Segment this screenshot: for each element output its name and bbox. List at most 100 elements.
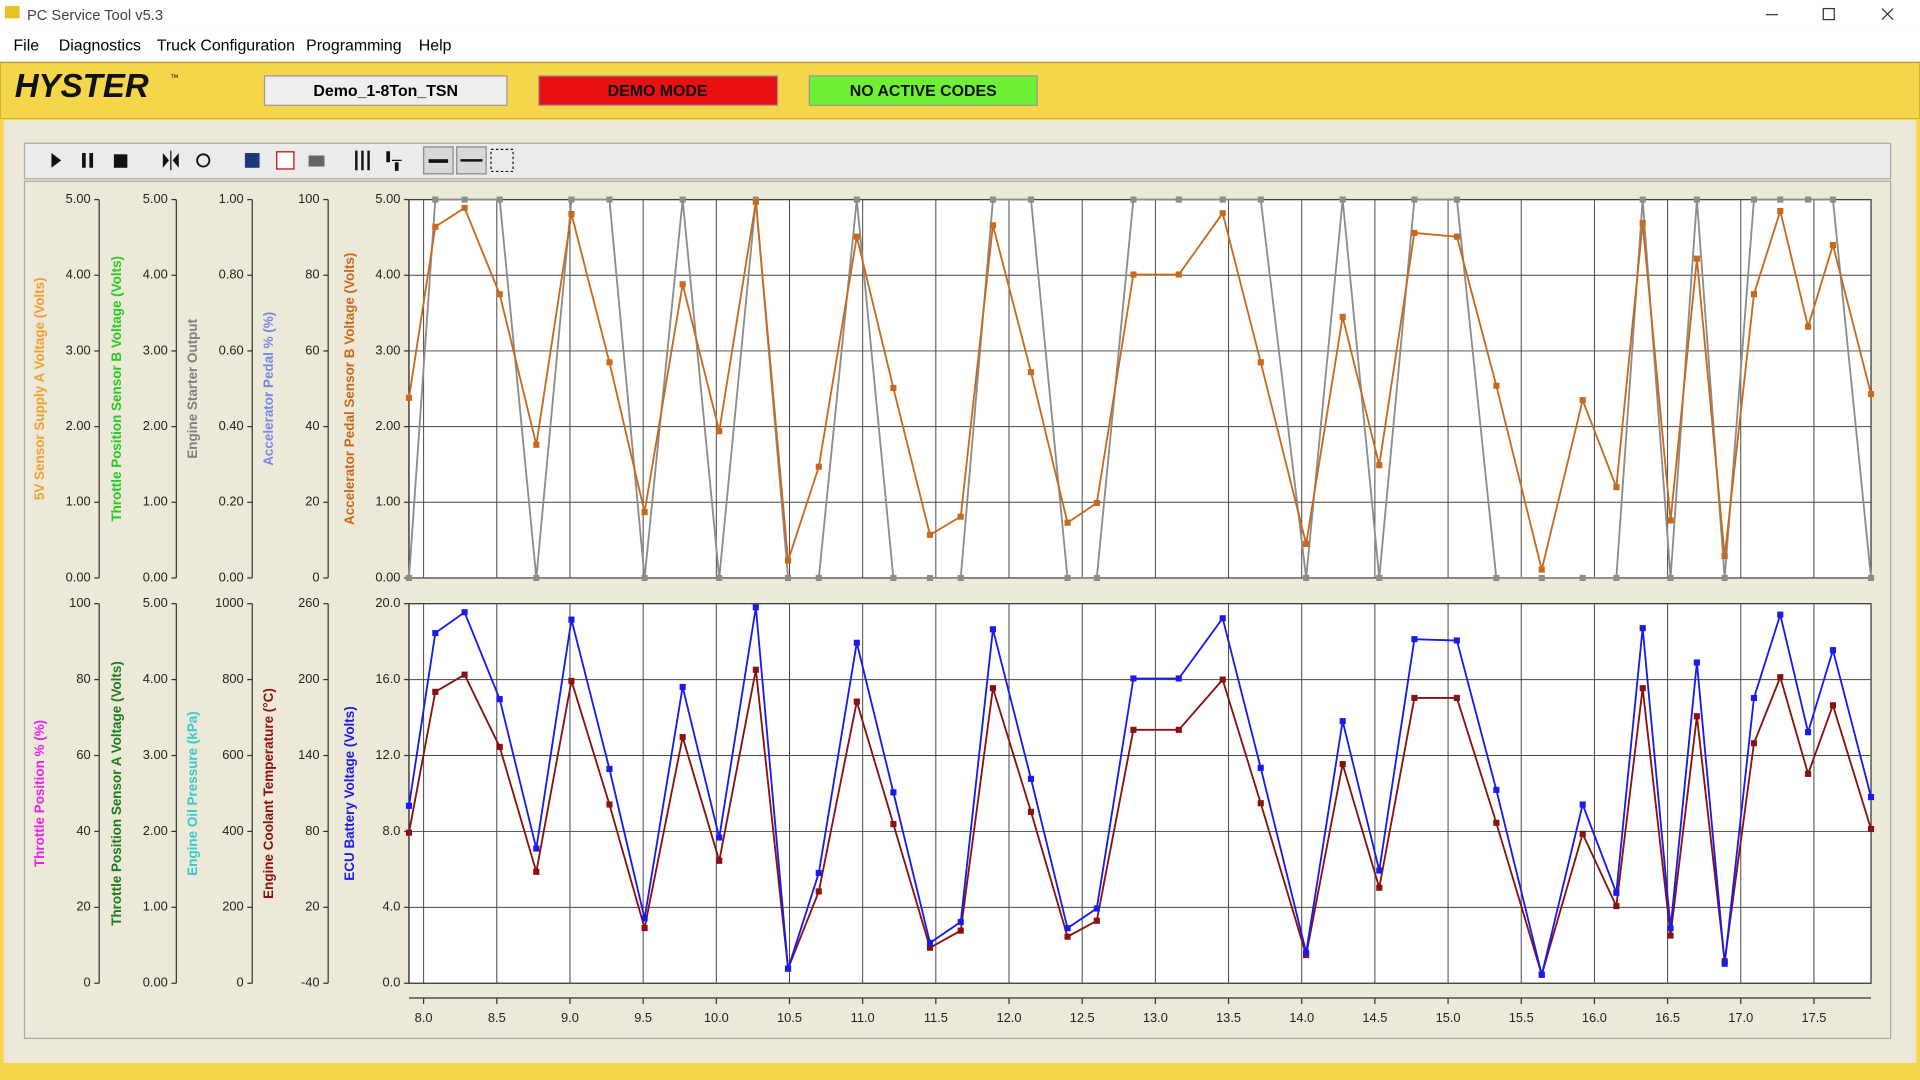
- data-point: [1064, 519, 1071, 526]
- fraction-button[interactable]: [386, 151, 402, 171]
- restore-button[interactable]: [1822, 7, 1835, 21]
- y-tick-label: 1.00: [143, 494, 168, 509]
- data-point: [1579, 574, 1586, 582]
- data-point: [405, 574, 413, 582]
- data-point: [1339, 718, 1346, 725]
- menu-item[interactable]: File: [13, 38, 39, 55]
- y-tick-label: 20: [76, 899, 90, 914]
- y-tick-label: 3.00: [66, 342, 91, 357]
- x-tick-label: 14.5: [1362, 1010, 1387, 1025]
- menu-item[interactable]: Programming: [306, 38, 401, 55]
- menu: File Diagnostics Truck Configuration Progra…: [13, 38, 451, 55]
- data-point: [1667, 925, 1674, 932]
- print-button[interactable]: [308, 155, 325, 167]
- data-point: [1613, 484, 1620, 491]
- data-point: [1303, 949, 1310, 956]
- grid-button[interactable]: [490, 148, 514, 173]
- data-point: [989, 626, 996, 633]
- data-point: [1538, 574, 1545, 582]
- data-point: [1493, 382, 1500, 389]
- data-point: [1219, 676, 1226, 683]
- pause-button[interactable]: [82, 153, 94, 168]
- data-point: [1750, 196, 1758, 203]
- data-point: [679, 196, 686, 203]
- y-tick-label: 800: [222, 671, 243, 686]
- data-point: [957, 513, 964, 520]
- data-point: [568, 616, 575, 623]
- data-point: [1805, 770, 1812, 777]
- menu-item[interactable]: Diagnostics: [59, 38, 141, 55]
- data-point: [1805, 196, 1812, 203]
- toolbar-buttons: [51, 146, 514, 175]
- data-point: [405, 829, 413, 836]
- data-point: [641, 925, 648, 932]
- x-tick-label: 12.5: [1070, 1010, 1095, 1025]
- zoom-button[interactable]: [162, 150, 179, 171]
- close-button[interactable]: [1881, 8, 1894, 21]
- plot-area: [408, 198, 1872, 579]
- data-point: [1721, 960, 1728, 967]
- title-bar: [0, 0, 1920, 32]
- y-tick-label: 0.00: [66, 569, 91, 584]
- menu-item[interactable]: Help: [419, 38, 452, 55]
- data-point: [752, 604, 759, 611]
- data-point: [1493, 574, 1500, 582]
- y-tick-label: 80: [305, 267, 319, 282]
- data-point: [815, 869, 822, 877]
- mode-label: DEMO MODE: [608, 83, 708, 100]
- data-point: [432, 223, 439, 230]
- data-point: [784, 965, 792, 972]
- data-point: [815, 463, 822, 470]
- data-point: [496, 696, 503, 703]
- data-point: [1411, 636, 1418, 643]
- data-point: [752, 198, 759, 205]
- y-tick-label: 1.00: [143, 899, 168, 914]
- x-tick-label: 17.0: [1728, 1010, 1753, 1025]
- axis-title: Engine Starter Output: [185, 318, 200, 458]
- axis-title: 5V Sensor Supply A Voltage (Volts): [32, 277, 47, 500]
- menu-bar: [0, 31, 1920, 62]
- csv-button[interactable]: [276, 151, 295, 170]
- axis-title: Throttle Position Sensor A Voltage (Volt…: [109, 661, 124, 926]
- data-point: [606, 359, 613, 366]
- y-tick-label: 5.00: [143, 595, 168, 610]
- data-point: [1667, 574, 1674, 582]
- stop-button[interactable]: [113, 154, 128, 168]
- y-tick-label: 1.00: [66, 494, 91, 509]
- cursor-button[interactable]: [355, 150, 370, 171]
- data-point: [641, 509, 648, 516]
- menu-item[interactable]: Truck Configuration: [157, 38, 295, 55]
- refresh-button[interactable]: [196, 153, 211, 168]
- data-point: [1805, 323, 1812, 330]
- data-point: [1411, 229, 1418, 236]
- data-point: [784, 557, 792, 564]
- data-point: [1777, 207, 1784, 215]
- data-point: [1064, 925, 1071, 932]
- data-point: [1750, 694, 1758, 702]
- save-button[interactable]: [244, 153, 260, 168]
- data-point: [1219, 615, 1226, 622]
- data-point: [989, 222, 996, 229]
- data-point: [568, 210, 575, 218]
- y-tick-label: 3.00: [143, 342, 168, 357]
- y-tick-label: 200: [298, 671, 319, 686]
- data-point: [533, 441, 540, 448]
- y-tick-label: 80: [305, 823, 319, 838]
- y-tick-label: 2.00: [375, 418, 400, 433]
- lines-icon: [428, 159, 449, 163]
- data-point: [405, 394, 413, 401]
- data-point: [533, 845, 540, 852]
- data-point: [1411, 196, 1418, 203]
- y-tick-label: 0.00: [143, 569, 168, 584]
- y-tick-label: 4.0: [383, 899, 401, 914]
- play-button[interactable]: [51, 153, 62, 168]
- data-point: [1376, 462, 1383, 469]
- data-point: [890, 821, 897, 828]
- data-point: [1376, 867, 1383, 874]
- data-point: [1027, 196, 1035, 203]
- data-point: [957, 574, 964, 582]
- data-point: [1093, 574, 1100, 582]
- y-tick-label: 0.80: [219, 267, 244, 282]
